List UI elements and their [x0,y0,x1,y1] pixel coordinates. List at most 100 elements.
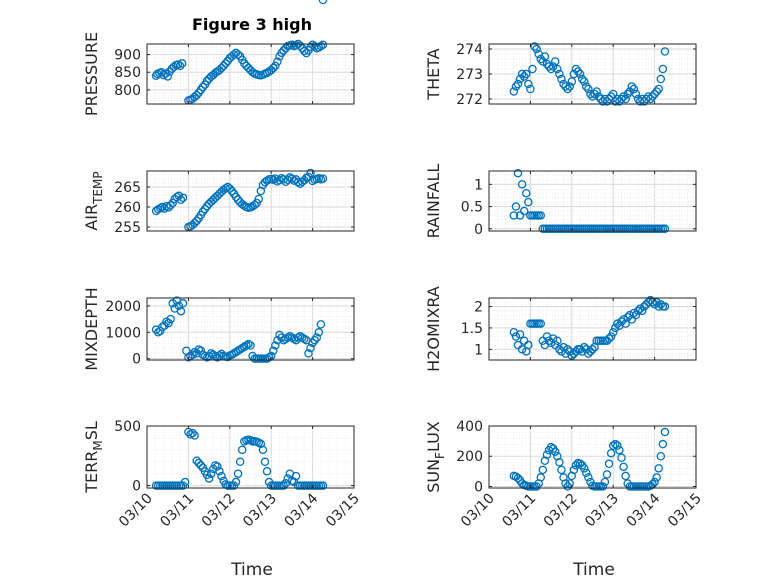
data-point [524,197,533,207]
data-point [227,350,237,359]
data-point [621,94,630,104]
data-point [584,84,593,94]
y-tick-label: 1.5 [461,321,483,337]
data-point [611,323,620,333]
x-axis-label-left: Time [230,560,273,580]
axes-box [146,425,355,489]
data-point [215,467,224,476]
y-tick-label: 274 [456,42,483,58]
data-point [540,52,550,61]
y-axis-label: PRESSURE [82,32,101,116]
y-tick-label: 273 [456,67,483,83]
data-point [652,87,661,96]
data-point [202,76,212,86]
data-point [163,72,172,81]
data-point [517,180,527,189]
data-point [557,465,566,475]
data-point [237,445,247,455]
data-point [279,481,288,490]
data-point [273,57,282,66]
plot-area [489,171,696,231]
data-point [515,74,525,84]
data-point [287,40,297,49]
data-point [169,62,179,72]
data-point [569,465,579,475]
data-point [555,69,564,79]
data-point [652,298,661,307]
data-point [269,346,278,356]
data-point [648,92,657,101]
data-point [635,304,645,313]
y-tick-label: 265 [114,180,141,196]
data-point [233,50,243,59]
data-point [524,340,533,350]
data-point [318,174,328,183]
data-point [306,42,315,52]
x-tick-label: 03/13 [240,491,280,531]
y-tick-label: 400 [456,419,483,435]
data-point [569,69,579,79]
data-point [194,458,203,468]
plot-area [147,426,354,488]
data-point [513,168,523,178]
data-point [557,74,566,84]
x-tick-label: 03/14 [624,490,664,530]
data-series [151,168,328,232]
data-point [573,67,583,76]
data-point [550,57,560,66]
data-point [548,62,558,71]
data-point [225,184,235,193]
x-tick-label: 03/10 [458,491,498,531]
axes-box [146,43,355,105]
data-point [254,194,264,204]
data-point [310,41,319,51]
data-point [312,333,321,342]
data-point [180,477,190,487]
data-point [285,332,295,341]
data-series [509,168,670,234]
y-tick-label: 2000 [105,299,141,315]
x-tick-label: 03/10 [116,491,156,531]
y-tick-label: 0 [474,222,483,238]
data-point [522,188,531,198]
data-point [579,342,589,352]
data-point [600,477,610,487]
data-point [206,469,216,478]
data-point [544,336,554,346]
data-point [196,461,206,470]
data-point [240,59,249,68]
data-point [577,74,587,84]
data-point [608,327,618,337]
data-series [151,427,328,490]
data-point [565,347,574,356]
data-series [151,39,328,105]
data-point [283,175,293,185]
data-point [287,174,297,183]
x-tick-label: 03/14 [282,490,322,530]
data-point [271,341,280,350]
data-point [606,332,616,341]
data-point [194,345,203,354]
y-tick-label: 0 [132,352,141,368]
data-point [158,202,167,212]
data-point [553,336,562,346]
data-point [542,450,552,459]
data-point [283,474,293,483]
data-point [279,335,288,345]
data-point [168,198,177,208]
x-tick-label: 03/11 [157,491,197,531]
data-point [579,464,589,473]
data-point [654,464,663,473]
data-point [550,447,560,456]
y-axis-label: SUNFLUX [424,421,447,493]
data-point [275,175,284,185]
subplot-h2omixra: 1 1.5 2 H2OMIXRA [424,286,697,372]
axes-box [488,170,697,232]
data-point [553,64,562,74]
data-point [314,328,324,337]
data-point [563,84,572,94]
y-tick-label: 2 [474,300,483,316]
data-point [598,482,608,491]
data-point [188,428,197,438]
